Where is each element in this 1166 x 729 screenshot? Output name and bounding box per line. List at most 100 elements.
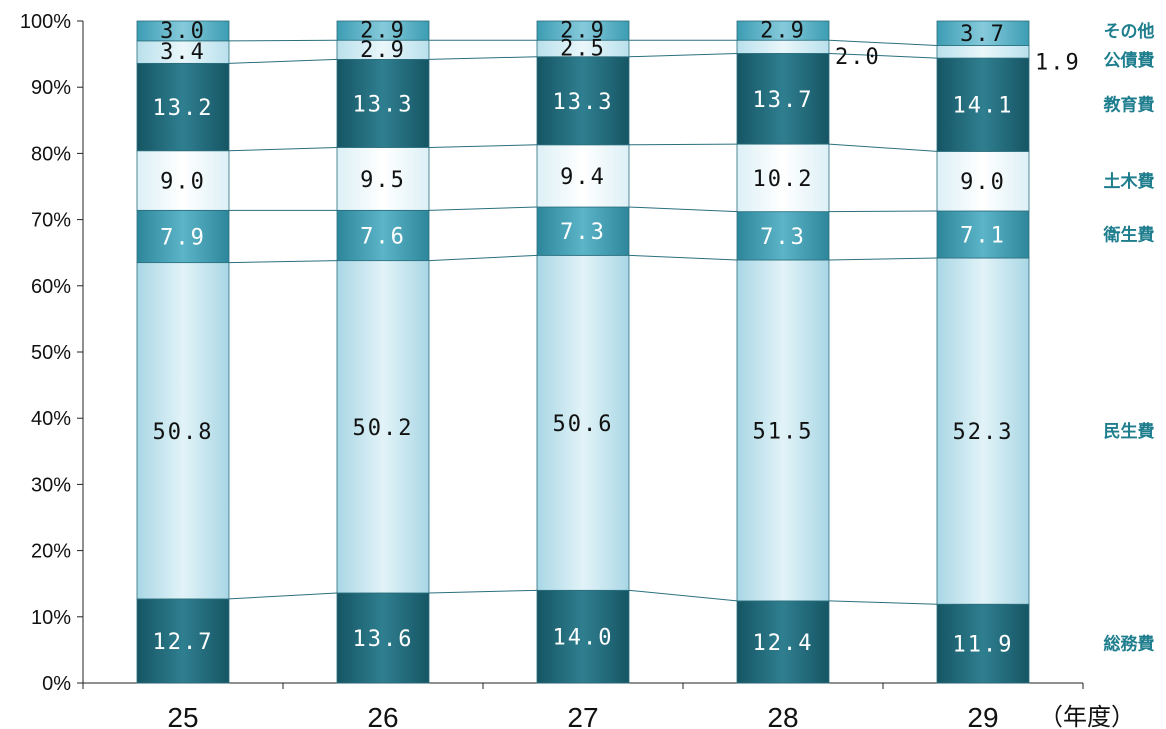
legend-entry: 公債費: [1104, 50, 1155, 71]
connector-line: [228, 58, 338, 64]
y-tick-label: 30%: [31, 474, 71, 496]
data-label: 7.9: [160, 225, 206, 250]
bar-segment: [736, 143, 830, 213]
bar-segment: [936, 57, 1030, 152]
y-tick-label: 70%: [31, 210, 71, 232]
y-tick-label: 60%: [31, 276, 71, 298]
data-label: 52.3: [953, 420, 1014, 445]
y-tick-label: 10%: [31, 607, 71, 629]
y-tick-label: 100%: [20, 11, 71, 33]
bar-segment: [536, 144, 630, 208]
data-label: 7.1: [960, 223, 1006, 248]
data-label: 10.2: [753, 167, 814, 192]
data-label: 50.6: [553, 412, 614, 437]
bars: [136, 20, 1030, 684]
data-label: 2.9: [760, 19, 806, 44]
data-label: 13.2: [153, 96, 214, 121]
legend-entry: 衛生費: [1103, 224, 1155, 245]
axes: 0% 10% 20% 30% 40% 50% 60% 70% 80% 90% 100% 25 26 27 2…: [20, 11, 1135, 729]
bar-segment: [536, 254, 630, 591]
data-label: 13.3: [553, 90, 614, 115]
bar-segment: [936, 45, 1030, 59]
bar-segment: [736, 600, 830, 684]
connector-line: [228, 39, 338, 42]
data-label: 13.3: [353, 92, 414, 117]
bar-segment: [536, 20, 630, 41]
connector-line: [628, 589, 738, 602]
data-label: 13.7: [753, 88, 814, 113]
legend-entry: 土木費: [1104, 171, 1155, 192]
bar-segment: [736, 259, 830, 602]
data-label: 13.6: [353, 627, 414, 652]
data-label: 7.6: [360, 224, 406, 249]
data-label: 14.0: [553, 626, 614, 651]
connector-line: [228, 592, 338, 600]
connector-line: [228, 146, 338, 152]
data-label: 14.1: [953, 94, 1014, 119]
x-tick-label: 29: [967, 702, 998, 729]
data-label: 2.9: [560, 19, 606, 44]
bar-segment: [136, 20, 230, 42]
series-connectors: [228, 39, 938, 605]
connector-line: [628, 206, 738, 213]
bar-segment: [136, 598, 230, 684]
y-tick-label: 0%: [42, 673, 71, 695]
y-tick-label: 20%: [31, 541, 71, 563]
data-label: 12.4: [753, 631, 814, 656]
connector-line: [828, 257, 938, 261]
legend-entry: 総務費: [1104, 634, 1155, 655]
bar-segment: [736, 53, 830, 145]
bar-segment: [736, 20, 830, 41]
connector-line: [628, 254, 738, 261]
data-label: 3.7: [960, 22, 1006, 47]
bar-segment: [136, 262, 230, 600]
connector-line: [828, 39, 938, 46]
connector-line: [428, 206, 538, 211]
bar-segment: [336, 260, 430, 594]
bar-segment: [136, 150, 230, 211]
connector-line: [428, 144, 538, 148]
bar-segment: [936, 20, 1030, 46]
connector-line: [828, 210, 938, 213]
data-label: 2.9: [360, 19, 406, 44]
data-label: 51.5: [753, 419, 814, 444]
connector-line: [828, 600, 938, 605]
bar-segment: [936, 210, 1030, 259]
bar-segment: [336, 147, 430, 211]
data-label: 2.9: [360, 38, 406, 63]
bar-segment: [336, 58, 430, 148]
bar-segment: [336, 20, 430, 41]
bar-segment: [936, 603, 1030, 684]
connector-line: [428, 254, 538, 262]
data-label: 9.4: [560, 165, 606, 190]
connector-line: [428, 589, 538, 594]
bar-segment: [936, 257, 1030, 605]
connector-line: [828, 143, 938, 152]
x-tick-label: 27: [567, 702, 598, 729]
data-label: 2.5: [560, 36, 606, 61]
data-label: 9.0: [960, 170, 1006, 195]
legend-entry: その他: [1104, 21, 1155, 42]
x-unit-label: （年度）: [1039, 703, 1135, 729]
data-label: 9.5: [360, 168, 406, 193]
bar-segment: [336, 592, 430, 684]
connector-line: [628, 143, 738, 146]
connector-line: [628, 52, 738, 58]
y-tick-label: 50%: [31, 342, 71, 364]
x-tick-label: 25: [167, 702, 198, 729]
connector-line: [428, 56, 538, 60]
data-label: 1.9: [1035, 50, 1081, 75]
bar-segment: [736, 211, 830, 261]
data-label: 50.2: [353, 416, 414, 441]
data-label: 3.0: [160, 19, 206, 44]
series-legend: 総務費 民生費 衛生費 土木費 教育費 公債費 その他: [1103, 21, 1155, 654]
y-tick-label: 40%: [31, 408, 71, 430]
legend-entry: 教育費: [1103, 95, 1155, 116]
data-label: 7.3: [760, 225, 806, 250]
data-label: 11.9: [953, 633, 1014, 658]
x-tick-label: 28: [767, 702, 798, 729]
legend-entry: 民生費: [1104, 421, 1155, 442]
connector-line: [828, 52, 938, 59]
connector-line: [228, 260, 338, 264]
